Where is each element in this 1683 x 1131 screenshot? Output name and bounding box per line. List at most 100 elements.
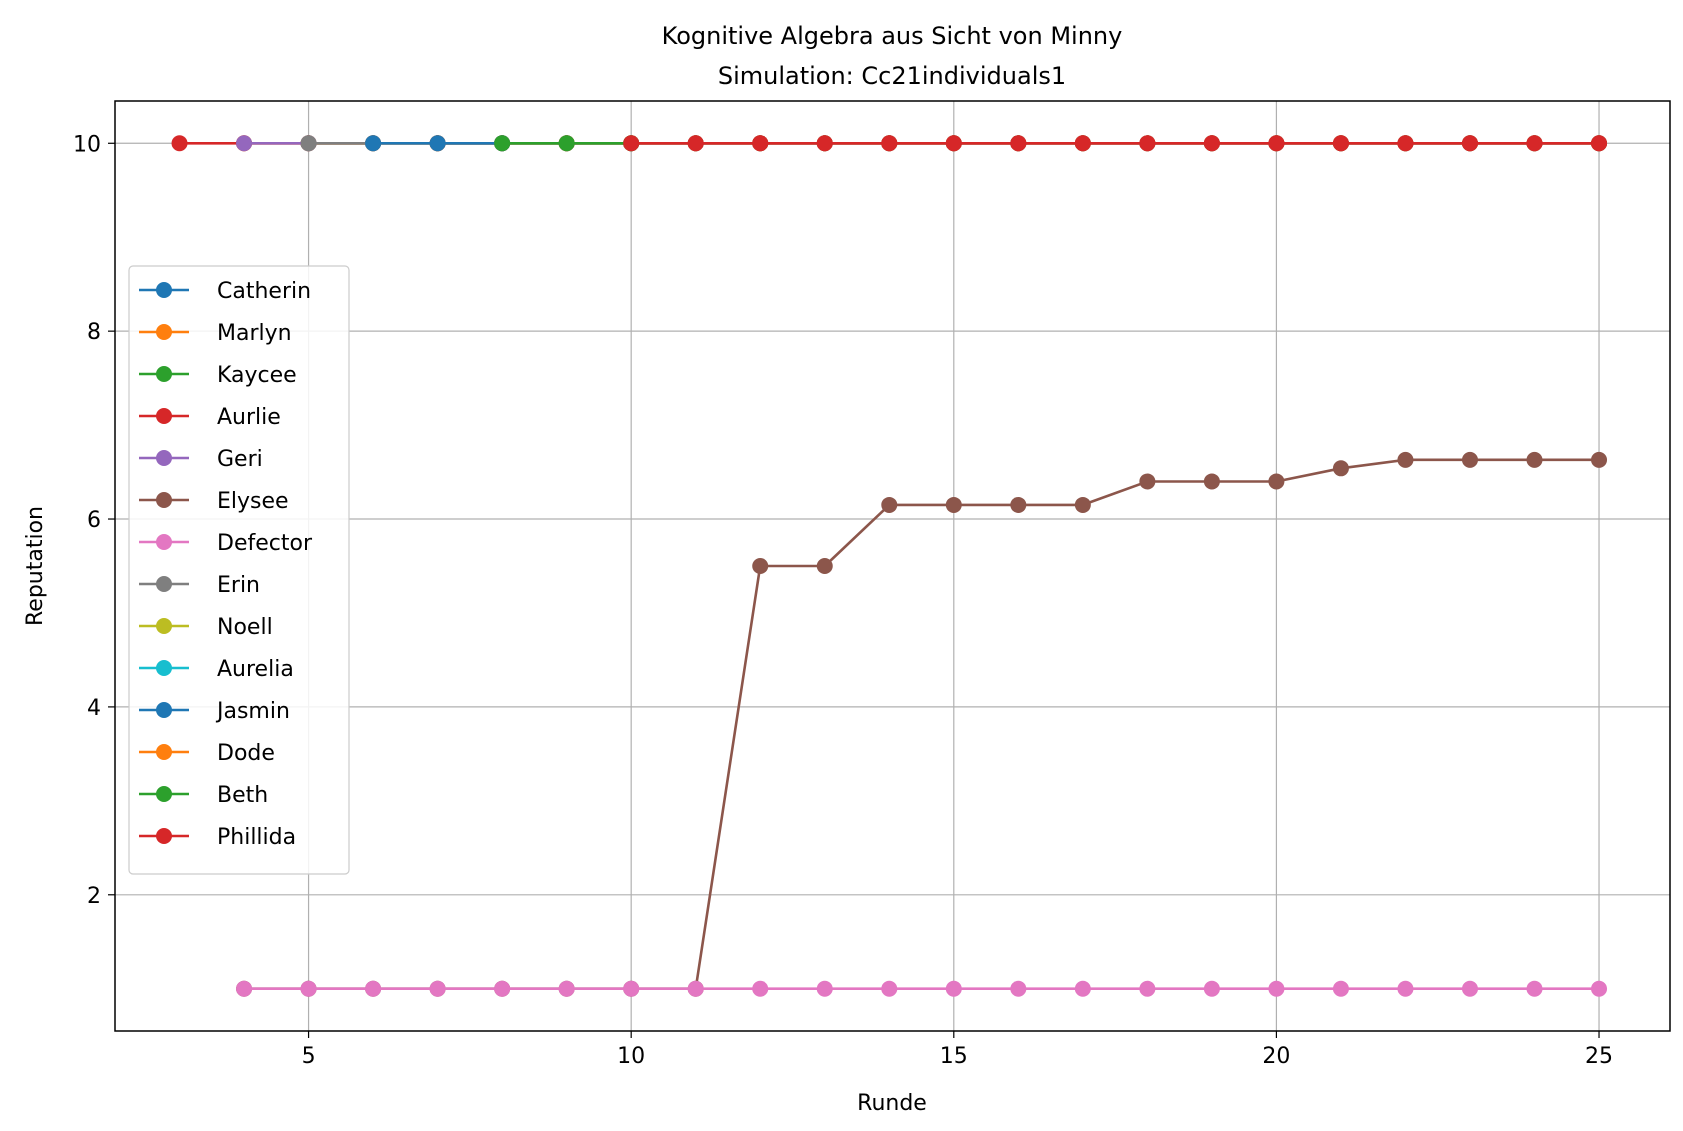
data-point	[494, 980, 511, 997]
legend-marker	[156, 492, 172, 508]
data-point	[300, 135, 317, 152]
data-point	[1397, 451, 1414, 468]
data-point	[300, 980, 317, 997]
data-point	[1010, 980, 1027, 997]
legend-label: Dode	[217, 741, 275, 766]
data-point	[881, 135, 898, 152]
legend-label: Aurlie	[217, 405, 281, 430]
legend-label: Catherin	[217, 279, 311, 304]
legend-item: Noell	[139, 615, 273, 640]
series-defector	[236, 980, 1608, 997]
data-point	[1332, 135, 1349, 152]
data-point	[558, 135, 575, 152]
legend-marker	[156, 786, 172, 802]
y-tick-label: 6	[87, 508, 101, 533]
legend-label: Kaycee	[217, 363, 297, 388]
data-point	[1203, 135, 1220, 152]
data-point	[1203, 473, 1220, 490]
legend: Catherin Marlyn Kaycee Aurlie Geri Elysee Defe…	[128, 265, 350, 875]
data-point	[752, 135, 769, 152]
data-point	[1332, 460, 1349, 477]
y-tick-label: 10	[73, 132, 101, 157]
y-axis-label: Reputation	[23, 506, 48, 626]
data-point	[1074, 980, 1091, 997]
data-point	[1591, 451, 1608, 468]
legend-marker	[156, 408, 172, 424]
data-point	[558, 980, 575, 997]
legend-label: Aurelia	[217, 657, 294, 682]
legend-marker	[156, 744, 172, 760]
legend-marker	[156, 324, 172, 340]
legend-marker	[156, 282, 172, 298]
legend-item: Marlyn	[139, 321, 292, 346]
data-point	[1074, 496, 1091, 513]
data-point	[623, 135, 640, 152]
data-point	[752, 980, 769, 997]
legend-item: Phillida	[139, 825, 296, 850]
data-point	[1074, 135, 1091, 152]
data-point	[1397, 980, 1414, 997]
data-point	[1010, 135, 1027, 152]
legend-label: Phillida	[217, 825, 296, 850]
x-tick-label: 10	[617, 1044, 645, 1069]
data-point	[687, 980, 704, 997]
data-point	[1461, 451, 1478, 468]
data-point	[945, 496, 962, 513]
x-tick-label: 25	[1585, 1044, 1613, 1069]
x-tick-label: 5	[302, 1044, 316, 1069]
x-axis-label: Runde	[857, 1091, 927, 1116]
data-point	[1461, 980, 1478, 997]
data-point	[687, 135, 704, 152]
data-point	[1268, 135, 1285, 152]
data-point	[1591, 135, 1608, 152]
legend-item: Geri	[139, 447, 263, 472]
x-tick-label: 15	[940, 1044, 968, 1069]
data-point	[1203, 980, 1220, 997]
legend-marker	[156, 660, 172, 676]
legend-item: Defector	[139, 531, 313, 556]
legend-item: Jasmin	[139, 699, 290, 724]
legend-box	[128, 265, 350, 875]
legend-item: Aurlie	[139, 405, 281, 430]
data-point	[881, 980, 898, 997]
y-tick-label: 2	[87, 884, 101, 909]
x-tick-label: 20	[1262, 1044, 1290, 1069]
legend-item: Dode	[139, 741, 275, 766]
legend-marker	[156, 534, 172, 550]
data-point	[365, 980, 382, 997]
legend-label: Jasmin	[215, 699, 290, 724]
data-point	[236, 980, 253, 997]
legend-marker	[156, 618, 172, 634]
legend-marker	[156, 450, 172, 466]
legend-label: Elysee	[217, 489, 289, 514]
legend-item: Kaycee	[139, 363, 297, 388]
legend-label: Geri	[217, 447, 263, 472]
series-group	[171, 135, 1608, 997]
legend-marker	[156, 366, 172, 382]
data-point	[623, 980, 640, 997]
data-point	[171, 135, 188, 152]
data-point	[429, 135, 446, 152]
data-point	[816, 980, 833, 997]
plot-frame	[114, 100, 1671, 1032]
data-point	[1526, 451, 1543, 468]
data-point	[1526, 980, 1543, 997]
legend-item: Erin	[139, 573, 260, 598]
y-tick-label: 8	[87, 320, 101, 345]
legend-marker	[156, 702, 172, 718]
data-point	[1139, 135, 1156, 152]
chart-subtitle: Simulation: Cc21individuals1	[718, 62, 1066, 90]
data-point	[1332, 980, 1349, 997]
y-tick-label: 4	[87, 696, 101, 721]
legend-marker	[156, 576, 172, 592]
legend-marker	[156, 828, 172, 844]
data-point	[429, 980, 446, 997]
data-point	[1591, 980, 1608, 997]
data-point	[1010, 496, 1027, 513]
data-point	[752, 558, 769, 574]
data-point	[236, 135, 253, 152]
legend-item: Aurelia	[139, 657, 294, 682]
data-point	[365, 135, 382, 152]
data-point	[816, 135, 833, 152]
data-point	[494, 135, 511, 152]
